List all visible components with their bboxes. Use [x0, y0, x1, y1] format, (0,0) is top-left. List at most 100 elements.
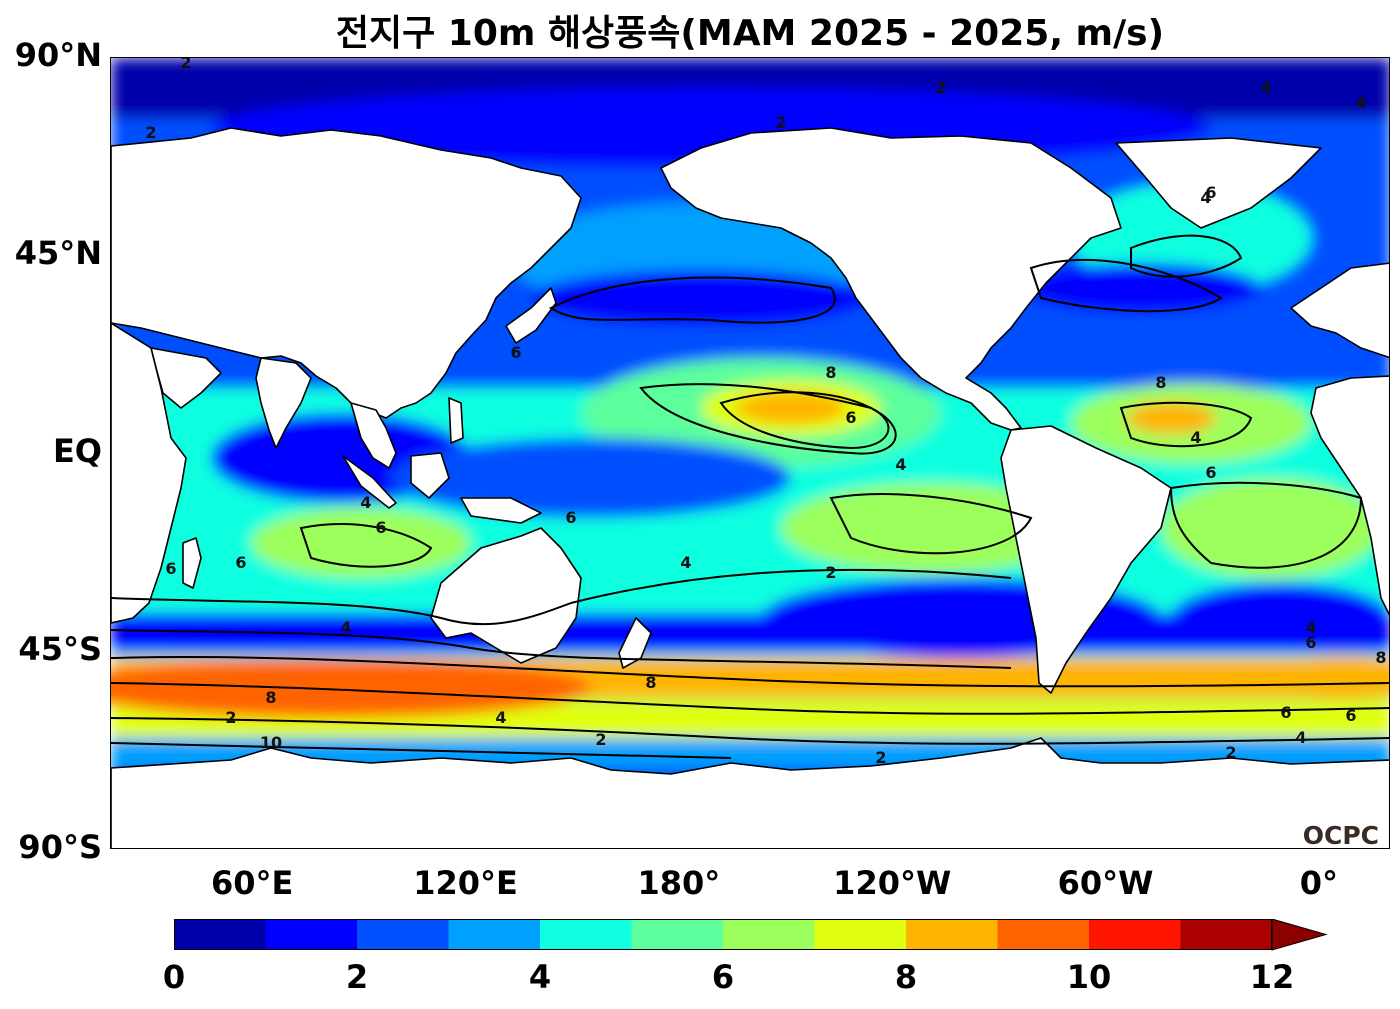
latitude-tick-label: 90°S: [18, 828, 102, 866]
contour-label: 2: [595, 730, 606, 749]
land-new-guinea: [460, 497, 542, 524]
latitude-tick-label: EQ: [52, 432, 102, 470]
contour-label: 2: [775, 113, 786, 132]
contour-line: [111, 742, 732, 759]
field-wpac-doldrums: [391, 438, 791, 518]
contour-label: 4: [1295, 728, 1306, 747]
contour-label: 4: [1260, 78, 1271, 97]
contour-line: [1130, 234, 1243, 278]
contour-label: 6: [165, 559, 176, 578]
land-south-america: [1000, 425, 1172, 694]
land-north-america: [660, 127, 1122, 431]
longitude-tick-label: 180°: [637, 864, 721, 902]
contour-label: 4: [495, 708, 506, 727]
colorbar-segment: [906, 919, 998, 950]
contour-label: 10: [260, 733, 282, 752]
contour-line: [829, 493, 1033, 555]
land-philippines: [448, 397, 464, 444]
latitude-tick-label: 90°N: [14, 36, 102, 74]
land-new-zealand: [618, 617, 652, 669]
contour-label: 2: [875, 748, 886, 767]
map-title: 전지구 10m 해상풍속(MAM 2025 - 2025, m/s): [335, 13, 1165, 54]
field-spac-trade: [781, 483, 1081, 573]
field-satl-trade: [1161, 478, 1381, 578]
colorbar-tick-label: 8: [894, 958, 918, 996]
colorbar-tick-label: 10: [1066, 958, 1112, 996]
contour-label: 4: [1190, 428, 1201, 447]
land-madagascar: [182, 537, 202, 589]
longitude-tick-label: 120°W: [833, 864, 952, 902]
contour-line: [719, 391, 890, 450]
contour-label: 2: [1225, 743, 1236, 762]
contour-line: [111, 629, 1012, 669]
contour-label: 2: [180, 58, 191, 72]
contour-line: [111, 656, 1389, 688]
contour-line: [1029, 258, 1223, 313]
field-natl-trade-max: [1126, 402, 1216, 434]
colorbar-segment: [1180, 919, 1273, 950]
contour-line: [639, 383, 897, 455]
contour-label: 6: [1205, 463, 1216, 482]
longitude-tick-label: 60°E: [211, 864, 294, 902]
colorbar-tick-label: 0: [162, 958, 186, 996]
land-antarctica: [111, 737, 1389, 848]
land-india: [255, 357, 312, 449]
latitude-tick-label: 45°N: [14, 234, 102, 272]
colorbar-segment: [631, 919, 724, 950]
contour-label: 6: [1345, 706, 1356, 725]
land-japan: [505, 287, 557, 344]
contour-label: 4: [895, 455, 906, 474]
contour-label: 2: [825, 563, 836, 582]
field-natl-calm: [1021, 263, 1261, 313]
contour-line: [1169, 481, 1363, 569]
contour-label: 8: [645, 673, 656, 692]
longitude-tick-label: 0°: [1299, 864, 1339, 902]
colorbar-extend-arrow: [1271, 919, 1328, 951]
contour-line: [1119, 401, 1253, 448]
colorbar-tick-label: 6: [711, 958, 735, 996]
colorbar-segment: [174, 919, 266, 950]
contour-label: 6: [375, 518, 386, 537]
contour-label: 2: [225, 708, 236, 727]
colorbar-segment: [1089, 919, 1181, 950]
contour-line: [111, 568, 1012, 626]
longitude-tick-label: 120°E: [413, 864, 518, 902]
wind-speed-map: 2 2 2 2 4 4 6 4 6 8 8 6 4 4 6 4 6 6 6 6 4 2 4 8 8 4 8 6 4 6 6 2 2 2 2 10 4 O…: [110, 57, 1390, 849]
colorbar-tick-label: 4: [528, 958, 552, 996]
contour-line: [111, 717, 1389, 745]
field-southern-ocean-max: [111, 658, 591, 718]
field-npac-trade-max: [736, 392, 846, 424]
contour-label: 4: [1305, 618, 1316, 637]
contour-line: [549, 276, 836, 324]
contour-line: [299, 523, 433, 568]
longitude-tick-label: 60°W: [1057, 864, 1154, 902]
land-masses: [111, 127, 1389, 848]
land-eurasia: [111, 127, 582, 419]
colorbar-segment: [723, 919, 815, 950]
ocpc-logo: OCPC: [1303, 821, 1379, 849]
contour-label: 4: [340, 618, 351, 637]
land-sumatra: [342, 455, 397, 509]
contour-label: 8: [825, 363, 836, 382]
colorbar-tick-label: 2: [345, 958, 369, 996]
colorbar-segment: [814, 919, 907, 950]
land-europe: [1290, 262, 1389, 359]
colorbar: [174, 919, 1328, 951]
contour-label: 6: [1280, 703, 1291, 722]
contour-label: 8: [1375, 648, 1386, 667]
contour-label: 2: [145, 123, 156, 142]
colorbar-segment: [448, 919, 541, 950]
land-borneo: [410, 452, 450, 499]
field-southern-atlantic-max: [1251, 656, 1389, 700]
colorbar-segment: [357, 919, 449, 950]
contour-line: [111, 682, 1389, 715]
contour-label: 8: [1155, 373, 1166, 392]
colorbar-segment: [265, 919, 358, 950]
contour-label: 4: [1355, 93, 1366, 112]
land-africa-west: [1310, 375, 1389, 616]
contour-label: 2: [935, 78, 946, 97]
field-satl-calm: [1171, 583, 1389, 653]
contour-label: 6: [565, 508, 576, 527]
land-greenland: [1115, 137, 1322, 229]
